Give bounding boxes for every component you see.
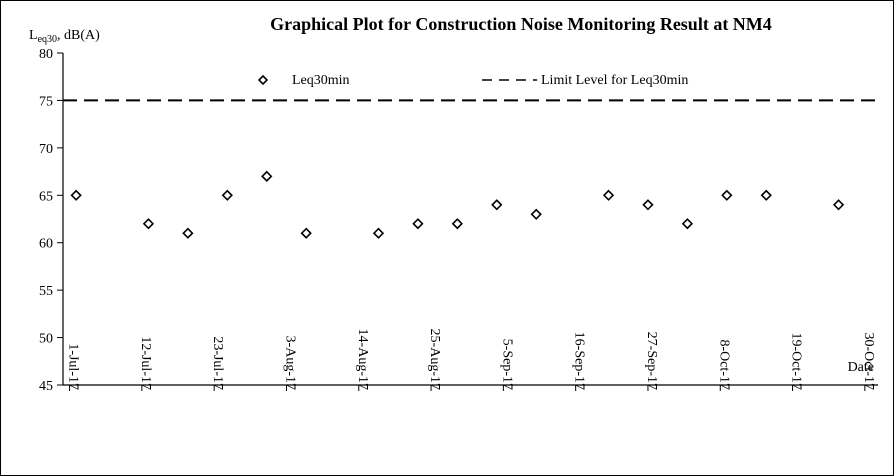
- y-tick-label: 75: [39, 94, 53, 109]
- x-tick-label: 16-Sep-17: [572, 332, 587, 390]
- data-point-diamond: [760, 189, 772, 201]
- x-tick-label: 8-Oct-17: [716, 339, 731, 390]
- y-tick-label: 65: [39, 189, 53, 204]
- x-tick-label: 25-Aug-17: [427, 329, 442, 390]
- y-tick-label: 50: [39, 332, 53, 347]
- legend-label-leq30min: Leq30min: [292, 73, 350, 88]
- x-tick-label: 1-Jul-17: [66, 343, 81, 390]
- data-point-diamond: [142, 218, 155, 230]
- data-point-diamond: [681, 218, 694, 230]
- data-point-diamond: [261, 170, 273, 182]
- x-tick-label: 27-Sep-17: [644, 332, 659, 390]
- x-tick-label: 14-Aug-17: [355, 329, 370, 390]
- data-point-diamond: [451, 218, 463, 230]
- y-tick-label: 70: [39, 142, 53, 157]
- data-point-diamond: [372, 227, 385, 239]
- x-tick-label: 23-Jul-17: [210, 336, 225, 390]
- data-point-diamond: [491, 199, 503, 211]
- y-tick-label: 55: [39, 284, 53, 299]
- chart-title: Graphical Plot for Construction Noise Mo…: [270, 14, 772, 34]
- y-tick-label: 80: [39, 47, 53, 62]
- legend: Leq30min Limit Level for Leq30min: [257, 73, 688, 88]
- data-point-diamond: [182, 227, 194, 239]
- data-point-diamond: [530, 208, 542, 220]
- data-point-diamond: [642, 199, 654, 211]
- x-tick-label: 19-Oct-17: [789, 332, 804, 390]
- y-axis-label: Leq30, dB(A): [29, 28, 100, 45]
- x-tick-label: 30-Oct-17: [861, 332, 876, 390]
- y-tick-label: 45: [39, 379, 53, 394]
- x-axis-label: Date: [848, 360, 874, 375]
- data-point-diamond: [721, 189, 733, 201]
- x-tick-label: 3-Aug-17: [282, 336, 297, 390]
- legend-diamond-marker: [257, 74, 269, 86]
- y-tick-label: 60: [39, 237, 53, 252]
- data-point-diamond: [70, 189, 82, 201]
- data-point-diamond: [412, 218, 424, 230]
- data-point-diamond: [300, 227, 312, 239]
- data-point-diamond: [221, 189, 233, 201]
- x-tick-label: 12-Jul-17: [138, 336, 153, 390]
- axes: 45 50 55 60 65 70 75 80 1-Jul-17 12-Jul-17 23-Jul-…: [39, 47, 878, 394]
- data-points: [70, 170, 845, 239]
- data-point-diamond: [832, 199, 845, 211]
- data-point-diamond: [602, 189, 615, 201]
- x-tick-label: 5-Sep-17: [499, 339, 514, 390]
- legend-label-limit-level: Limit Level for Leq30min: [541, 73, 688, 88]
